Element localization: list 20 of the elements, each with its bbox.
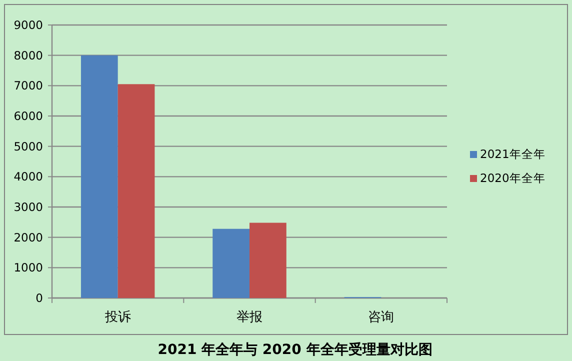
- x-tick-label: 举报: [236, 310, 262, 325]
- legend-label: 2021年全年: [480, 147, 546, 161]
- y-tick-label: 5000: [14, 139, 43, 154]
- y-tick-label: 9000: [14, 18, 43, 32]
- x-tick-label: 投诉: [104, 310, 131, 325]
- y-tick-label: 3000: [14, 200, 43, 214]
- bar: [80, 55, 118, 298]
- text: 2021 年全年与 2020 年全年受理量对比图: [158, 342, 432, 358]
- y-tick-label: 2000: [14, 230, 43, 244]
- y-tick-label: 6000: [14, 109, 43, 123]
- bar: [118, 84, 155, 298]
- y-tick-label: 1000: [14, 260, 43, 275]
- legend-label: 2020年全年: [480, 171, 546, 185]
- y-tick-label: 7000: [14, 78, 43, 93]
- y-tick-label: 8000: [14, 48, 43, 62]
- y-tick-label: 0: [36, 291, 43, 305]
- bar: [212, 228, 250, 298]
- x-tick-label: 咨询: [368, 310, 394, 325]
- y-tick-label: 4000: [14, 170, 43, 184]
- bar: [250, 222, 286, 298]
